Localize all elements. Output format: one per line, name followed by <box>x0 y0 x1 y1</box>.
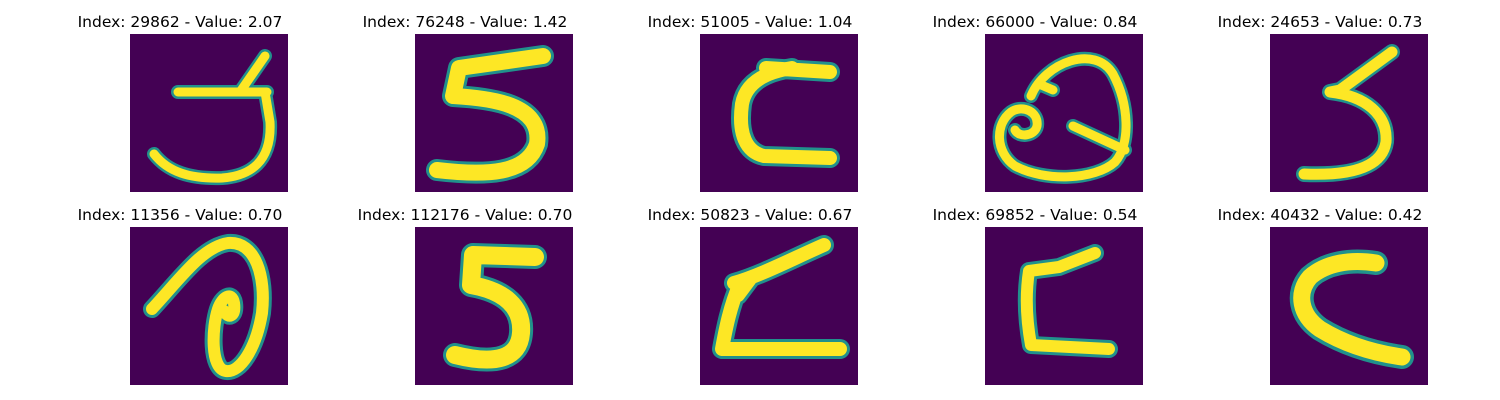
digit-image <box>415 227 573 385</box>
panel-6: Index: 11356 - Value: 0.70 <box>30 205 330 385</box>
digit-image <box>130 34 288 192</box>
panel-title: Index: 29862 - Value: 2.07 <box>77 13 283 31</box>
digit-image <box>985 227 1143 385</box>
digit-image <box>415 34 573 192</box>
panel-title: Index: 50823 - Value: 0.67 <box>647 206 853 224</box>
panel-title: Index: 11356 - Value: 0.70 <box>77 206 283 224</box>
digit-image <box>700 34 858 192</box>
panel-title: Index: 112176 - Value: 0.70 <box>357 206 573 224</box>
digit-image <box>130 227 288 385</box>
digit-image <box>1270 227 1428 385</box>
panel-title: Index: 76248 - Value: 1.42 <box>362 13 568 31</box>
panel-title: Index: 51005 - Value: 1.04 <box>647 13 853 31</box>
panel-8: Index: 50823 - Value: 0.67 <box>600 205 900 385</box>
panel-title: Index: 40432 - Value: 0.42 <box>1217 206 1423 224</box>
panel-10: Index: 40432 - Value: 0.42 <box>1170 205 1470 385</box>
panel-3: Index: 51005 - Value: 1.04 <box>600 12 900 192</box>
digit-image <box>1270 34 1428 192</box>
digit-image <box>985 34 1143 192</box>
digit-image <box>700 227 858 385</box>
panel-1: Index: 29862 - Value: 2.07 <box>30 12 330 192</box>
panel-9: Index: 69852 - Value: 0.54 <box>885 205 1185 385</box>
panel-7: Index: 112176 - Value: 0.70 <box>315 205 615 385</box>
panel-4: Index: 66000 - Value: 0.84 <box>885 12 1185 192</box>
panel-2: Index: 76248 - Value: 1.42 <box>315 12 615 192</box>
panel-title: Index: 66000 - Value: 0.84 <box>932 13 1138 31</box>
panel-title: Index: 69852 - Value: 0.54 <box>932 206 1138 224</box>
panel-5: Index: 24653 - Value: 0.73 <box>1170 12 1470 192</box>
panel-title: Index: 24653 - Value: 0.73 <box>1217 13 1423 31</box>
